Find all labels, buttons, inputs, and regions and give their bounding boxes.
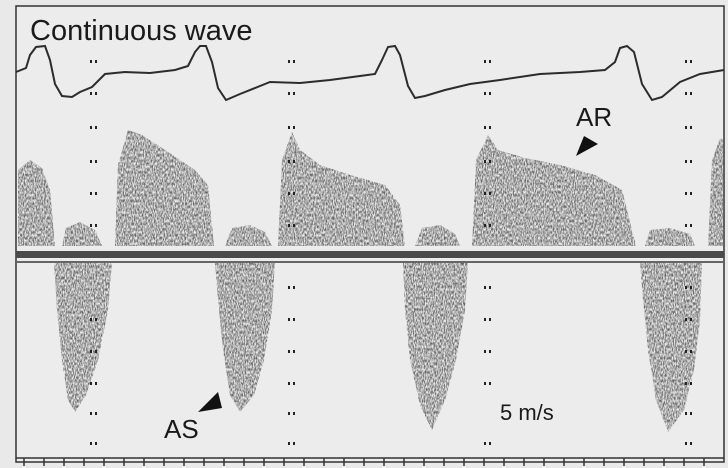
ar-arrowhead-icon	[576, 136, 598, 156]
marker-column	[90, 60, 97, 445]
marker-column	[685, 60, 692, 445]
marker-column	[484, 60, 491, 445]
zero-baseline	[16, 251, 724, 258]
as-flow-signal	[54, 262, 702, 432]
mode-label: Continuous wave	[30, 15, 252, 47]
ar-label: AR	[576, 102, 612, 132]
as-label: AS	[164, 414, 199, 444]
ecg-trace	[15, 44, 725, 102]
ar-flow-signal	[18, 130, 724, 246]
time-axis-ticks	[16, 457, 724, 466]
marker-column	[288, 60, 295, 445]
as-arrowhead-icon	[198, 392, 222, 412]
velocity-scale-label: 5 m/s	[500, 400, 554, 425]
velocity-scale-markers	[90, 60, 692, 445]
